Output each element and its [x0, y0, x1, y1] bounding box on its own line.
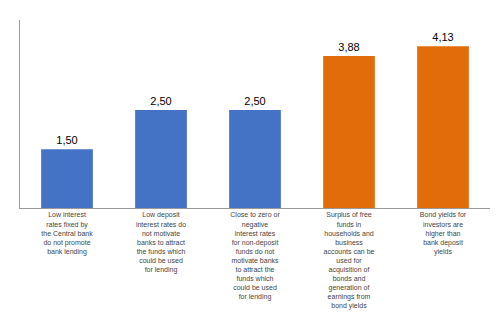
svg-text:4,13: 4,13	[432, 31, 453, 43]
svg-text:Low depositinterest rates dono: Low depositinterest rates donot motivate…	[136, 211, 186, 274]
svg-text:Low interestrates fixed bythe: Low interestrates fixed bythe Central ba…	[41, 211, 93, 255]
svg-text:Close to zero ornegativeintere: Close to zero ornegativeinterest ratesfo…	[230, 211, 280, 301]
svg-text:Surplus of freefunds inhouseho: Surplus of freefunds inhouseholds andbus…	[324, 211, 375, 310]
svg-text:2,50: 2,50	[244, 95, 265, 107]
svg-text:2,50: 2,50	[150, 95, 171, 107]
svg-text:1,50: 1,50	[56, 134, 77, 146]
svg-text:Bond yields forinvestors arehi: Bond yields forinvestors arehigher thanb…	[420, 211, 467, 255]
svg-text:3,88: 3,88	[338, 41, 359, 53]
